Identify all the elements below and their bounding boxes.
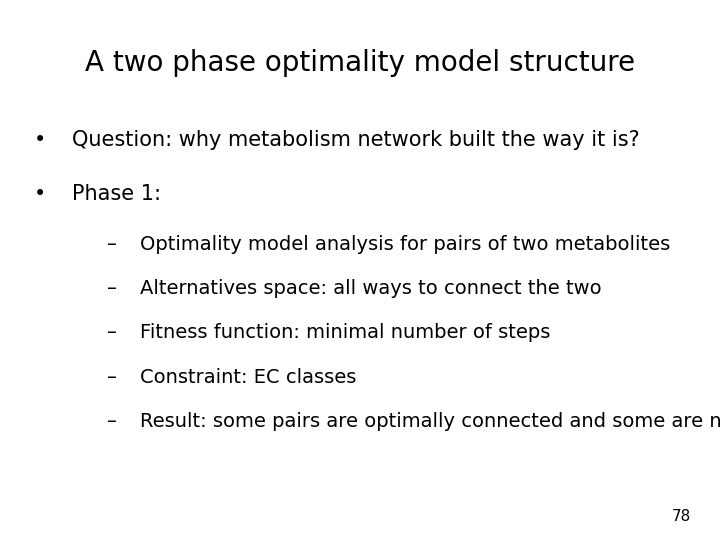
Text: Phase 1:: Phase 1: (72, 184, 161, 204)
Text: Fitness function: minimal number of steps: Fitness function: minimal number of step… (140, 323, 551, 342)
Text: –: – (107, 279, 117, 298)
Text: •: • (33, 184, 46, 204)
Text: A two phase optimality model structure: A two phase optimality model structure (85, 49, 635, 77)
Text: •: • (33, 130, 46, 150)
Text: 78: 78 (672, 509, 691, 524)
Text: –: – (107, 368, 117, 387)
Text: Constraint: EC classes: Constraint: EC classes (140, 368, 357, 387)
Text: Alternatives space: all ways to connect the two: Alternatives space: all ways to connect … (140, 279, 602, 298)
Text: Question: why metabolism network built the way it is?: Question: why metabolism network built t… (72, 130, 640, 150)
Text: Result: some pairs are optimally connected and some are not: Result: some pairs are optimally connect… (140, 412, 720, 431)
Text: –: – (107, 412, 117, 431)
Text: –: – (107, 235, 117, 254)
Text: Optimality model analysis for pairs of two metabolites: Optimality model analysis for pairs of t… (140, 235, 670, 254)
Text: –: – (107, 323, 117, 342)
